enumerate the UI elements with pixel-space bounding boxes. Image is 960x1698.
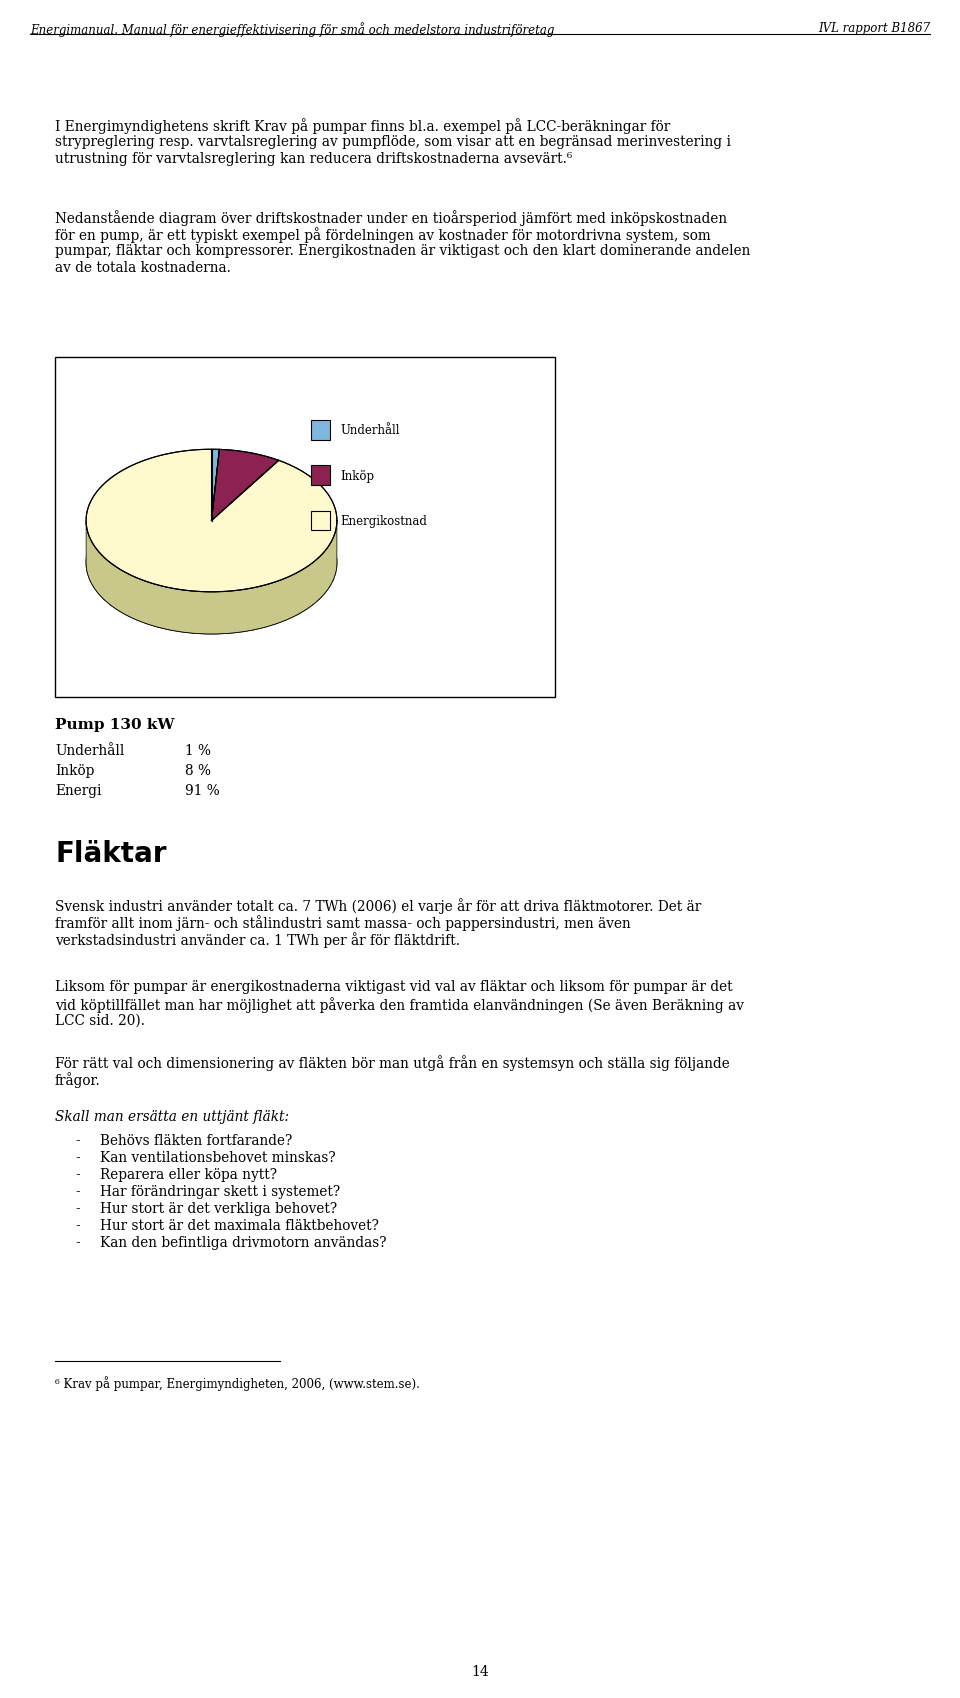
Bar	[310, 511, 330, 531]
Text: Energi: Energi	[55, 783, 102, 798]
Text: -: -	[75, 1217, 80, 1233]
Text: Skall man ersätta en uttjänt fläkt:: Skall man ersätta en uttjänt fläkt:	[55, 1109, 289, 1124]
Text: Underhåll: Underhåll	[340, 424, 399, 436]
Text: -: -	[75, 1200, 80, 1216]
Text: Behövs fläkten fortfarande?: Behövs fläkten fortfarande?	[100, 1133, 292, 1148]
Bar	[310, 467, 330, 486]
Text: ⁶ Krav på pumpar, Energimyndigheten, 2006, (www.stem.se).: ⁶ Krav på pumpar, Energimyndigheten, 200…	[55, 1375, 420, 1391]
Bar	[310, 421, 330, 440]
Text: För rätt val och dimensionering av fläkten bör man utgå från en systemsyn och st: För rätt val och dimensionering av fläkt…	[55, 1054, 730, 1070]
Text: Reparera eller köpa nytt?: Reparera eller köpa nytt?	[100, 1167, 277, 1182]
Text: -: -	[75, 1133, 80, 1148]
Text: Fläktar: Fläktar	[55, 839, 166, 868]
Text: -: -	[75, 1234, 80, 1250]
Text: -: -	[75, 1167, 80, 1182]
Text: Energikostnad: Energikostnad	[340, 514, 427, 528]
Text: Svensk industri använder totalt ca. 7 TWh (2006) el varje år för att driva fläkt: Svensk industri använder totalt ca. 7 TW…	[55, 898, 701, 914]
Text: Underhåll: Underhåll	[55, 744, 125, 757]
Ellipse shape	[86, 492, 337, 635]
Polygon shape	[86, 450, 337, 593]
Text: Energimanual. Manual för energieffektivisering för små och medelstora industrifö: Energimanual. Manual för energieffektivi…	[30, 22, 554, 37]
Text: Hur stort är det verkliga behovet?: Hur stort är det verkliga behovet?	[100, 1200, 337, 1216]
Text: Liksom för pumpar är energikostnaderna viktigast vid val av fläktar och liksom f: Liksom för pumpar är energikostnaderna v…	[55, 980, 732, 993]
Text: -: -	[75, 1150, 80, 1165]
Text: IVL rapport B1867: IVL rapport B1867	[818, 22, 930, 36]
Text: Har förändringar skett i systemet?: Har förändringar skett i systemet?	[100, 1184, 340, 1199]
Text: Nedanstående diagram över driftskostnader under en tioårsperiod jämfört med inkö: Nedanstående diagram över driftskostnade…	[55, 211, 727, 226]
Text: Hur stort är det maximala fläktbehovet?: Hur stort är det maximala fläktbehovet?	[100, 1217, 379, 1233]
Text: 91 %: 91 %	[185, 783, 220, 798]
Text: utrustning för varvtalsreglering kan reducera driftskostnaderna avsevärt.⁶: utrustning för varvtalsreglering kan red…	[55, 151, 572, 166]
Text: Inköp: Inköp	[55, 764, 94, 778]
Text: 1 %: 1 %	[185, 744, 211, 757]
Text: Kan ventilationsbehovet minskas?: Kan ventilationsbehovet minskas?	[100, 1150, 336, 1165]
Text: LCC sid. 20).: LCC sid. 20).	[55, 1014, 145, 1027]
Text: 14: 14	[471, 1664, 489, 1678]
Polygon shape	[86, 521, 337, 635]
Text: pumpar, fläktar och kompressorer. Energikostnaden är viktigast och den klart dom: pumpar, fläktar och kompressorer. Energi…	[55, 245, 751, 258]
Text: av de totala kostnaderna.: av de totala kostnaderna.	[55, 261, 230, 275]
Text: strypreglering resp. varvtalsreglering av pumpflöde, som visar att en begränsad : strypreglering resp. varvtalsreglering a…	[55, 134, 731, 149]
Polygon shape	[211, 450, 278, 521]
Text: verkstadsindustri använder ca. 1 TWh per år för fläktdrift.: verkstadsindustri använder ca. 1 TWh per…	[55, 932, 460, 947]
Text: 8 %: 8 %	[185, 764, 211, 778]
Text: I Energimyndighetens skrift Krav på pumpar finns bl.a. exempel på LCC-beräkninga: I Energimyndighetens skrift Krav på pump…	[55, 117, 670, 134]
Bar	[55, 358, 555, 698]
Polygon shape	[211, 450, 220, 521]
Text: Inköp: Inköp	[340, 469, 374, 482]
Text: för en pump, är ett typiskt exempel på fördelningen av kostnader för motordrivna: för en pump, är ett typiskt exempel på f…	[55, 228, 710, 243]
Text: vid köptillfället man har möjlighet att påverka den framtida elanvändningen (Se : vid köptillfället man har möjlighet att …	[55, 997, 744, 1012]
Text: framför allt inom järn- och stålindustri samt massa- och pappersindustri, men äv: framför allt inom järn- och stålindustri…	[55, 915, 631, 931]
Text: -: -	[75, 1184, 80, 1199]
Text: Kan den befintliga drivmotorn användas?: Kan den befintliga drivmotorn användas?	[100, 1234, 387, 1250]
Text: frågor.: frågor.	[55, 1071, 101, 1087]
Text: Pump 130 kW: Pump 130 kW	[55, 718, 175, 732]
